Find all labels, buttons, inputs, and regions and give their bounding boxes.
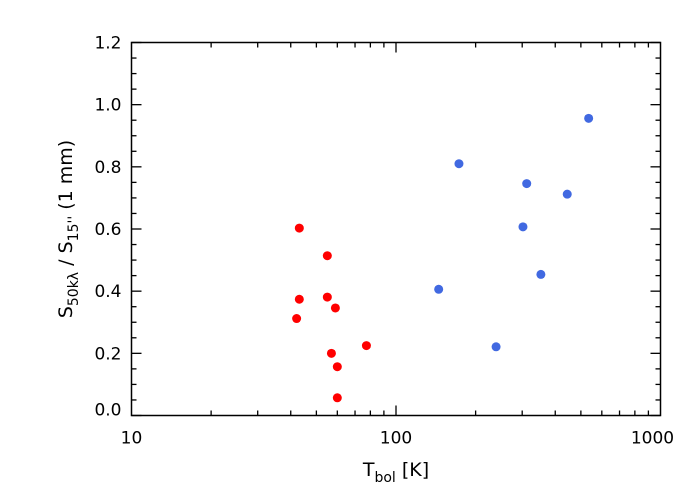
- axis-ticks: [131, 41, 661, 417]
- tick-labels: 10 100 1000 0.0 0.2 0.4 0.6 0.8 1.0 1.2: [94, 34, 674, 449]
- x-tick-label: 10: [121, 429, 143, 449]
- y-axis-label: S50kλ / S15'' (1 mm): [55, 140, 82, 318]
- red-data-point: [292, 314, 302, 324]
- x-tick-label: 100: [380, 429, 412, 449]
- data-points: [292, 113, 594, 403]
- y-tick-label: 0.2: [94, 344, 121, 364]
- red-data-point: [326, 348, 336, 358]
- red-data-point: [361, 341, 371, 351]
- blue-data-point: [434, 284, 444, 294]
- blue-data-point: [491, 342, 501, 352]
- x-tick-label: 1000: [631, 429, 674, 449]
- red-data-point: [322, 251, 332, 261]
- red-data-point: [294, 294, 304, 304]
- red-data-point: [294, 223, 304, 233]
- red-data-point: [332, 362, 342, 372]
- y-tick-label: 1.0: [94, 96, 121, 116]
- y-tick-label: 0.8: [94, 158, 121, 178]
- red-data-point: [332, 393, 342, 403]
- x-axis-label: Tbol [K]: [362, 459, 429, 486]
- blue-data-point: [536, 269, 546, 279]
- blue-data-point: [522, 179, 532, 189]
- blue-data-point: [562, 189, 572, 199]
- blue-data-point: [584, 113, 594, 123]
- y-tick-label: 0.6: [94, 220, 121, 240]
- plot-frame: [130, 41, 662, 417]
- red-data-point: [330, 303, 340, 313]
- blue-data-point: [454, 159, 464, 169]
- y-tick-label: 0.0: [94, 401, 121, 421]
- y-tick-label: 1.2: [94, 34, 121, 54]
- blue-data-point: [518, 222, 528, 232]
- red-data-point: [322, 292, 332, 302]
- y-tick-label: 0.4: [94, 282, 121, 302]
